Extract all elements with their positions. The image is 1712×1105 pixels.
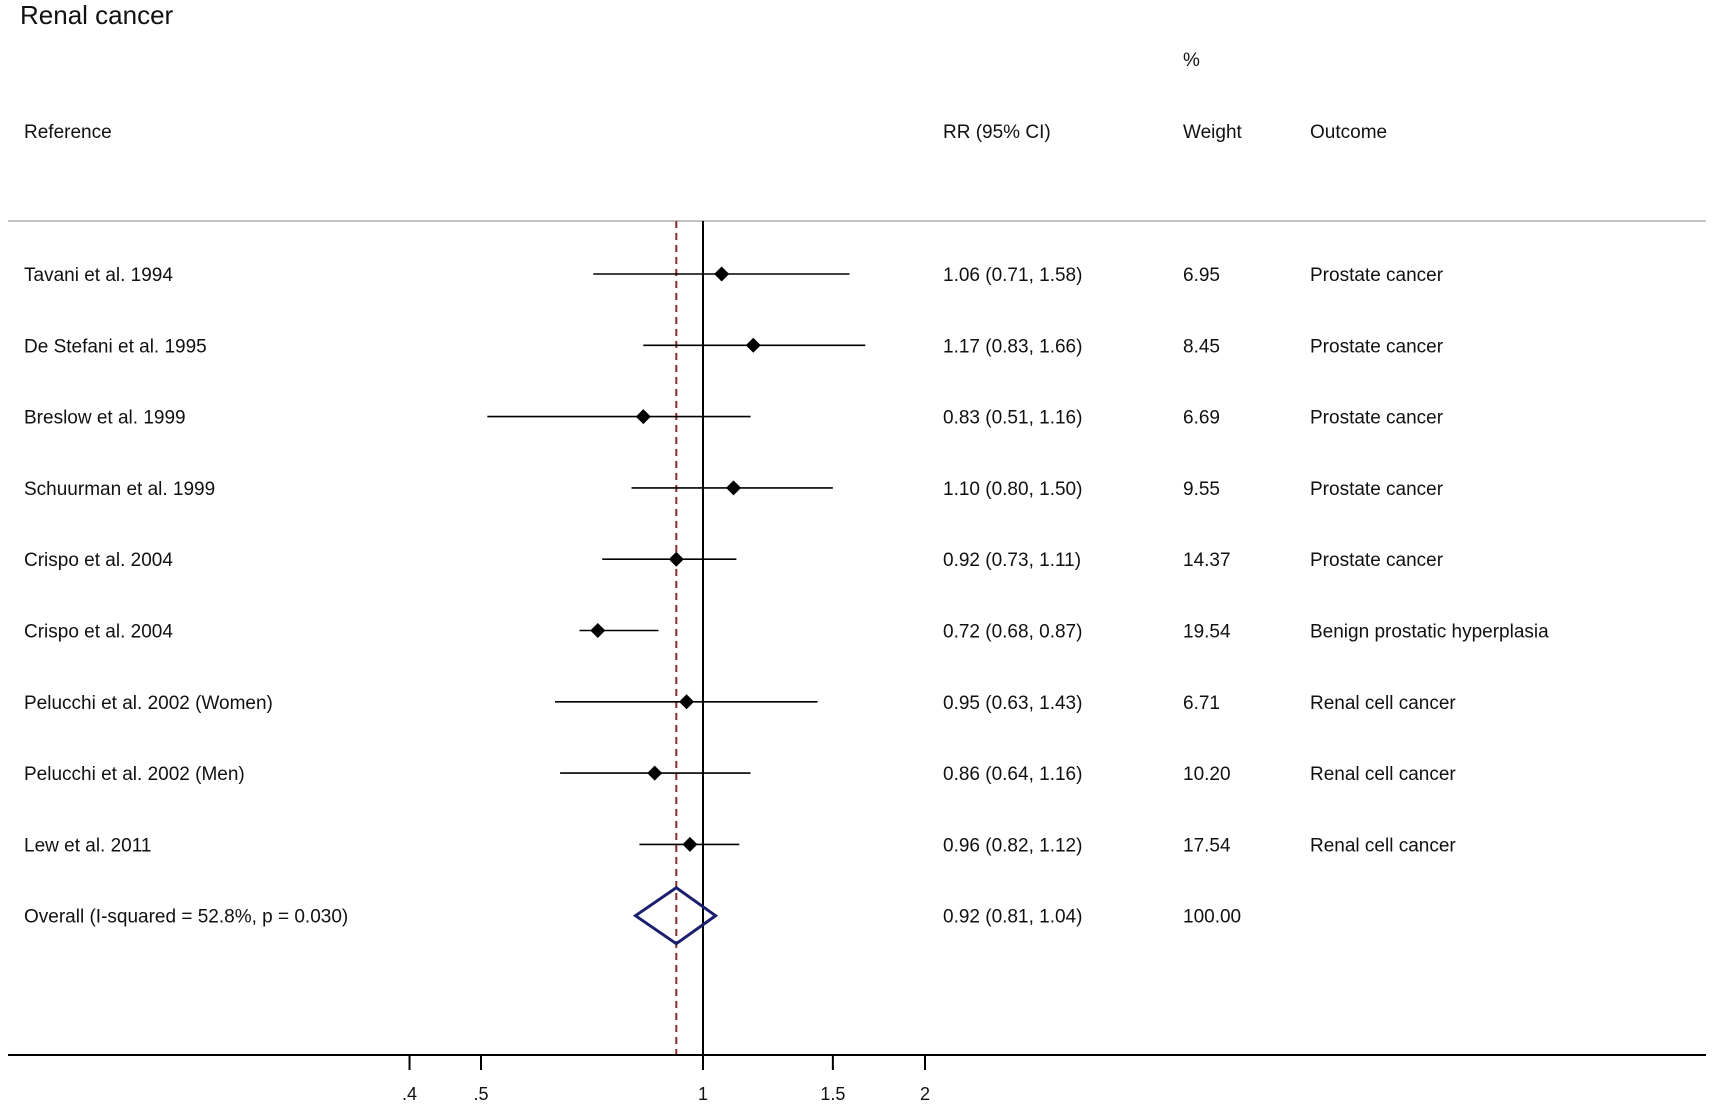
study-outcome-label: Benign prostatic hyperplasia xyxy=(1310,622,1549,643)
study-reference-label: Breslow et al. 1999 xyxy=(24,408,186,429)
study-point-estimate-marker xyxy=(679,694,695,710)
study-point-estimate-marker xyxy=(635,409,651,425)
study-rr-ci-label: 0.92 (0.81, 1.04) xyxy=(943,907,1082,928)
study-outcome-label: Renal cell cancer xyxy=(1310,693,1456,714)
x-axis-tick-label: .5 xyxy=(473,1084,488,1104)
study-point-estimate-marker xyxy=(647,765,663,781)
x-axis-tick-label: 1 xyxy=(698,1084,708,1104)
study-rr-ci-label: 0.72 (0.68, 0.87) xyxy=(943,622,1082,643)
study-outcome-label: Prostate cancer xyxy=(1310,550,1444,571)
study-weight-label: 8.45 xyxy=(1183,336,1220,357)
chart-title: Renal cancer xyxy=(20,0,174,30)
weight-percent-header: % xyxy=(1183,50,1200,71)
study-weight-label: 6.95 xyxy=(1183,265,1220,286)
study-outcome-label: Prostate cancer xyxy=(1310,336,1444,357)
study-point-estimate-marker xyxy=(668,551,684,567)
study-rr-ci-label: 1.10 (0.80, 1.50) xyxy=(943,479,1082,500)
study-reference-label: Pelucchi et al. 2002 (Women) xyxy=(24,693,273,714)
study-weight-label: 14.37 xyxy=(1183,550,1231,571)
study-outcome-label: Prostate cancer xyxy=(1310,479,1444,500)
x-axis-tick-label: 1.5 xyxy=(820,1084,845,1104)
study-rr-ci-label: 0.92 (0.73, 1.11) xyxy=(943,550,1081,571)
outcome-column-header: Outcome xyxy=(1310,122,1387,143)
study-weight-label: 10.20 xyxy=(1183,764,1231,785)
reference-column-header: Reference xyxy=(24,122,112,143)
study-reference-label: Overall (I-squared = 52.8%, p = 0.030) xyxy=(24,907,348,928)
x-axis-tick-label: 2 xyxy=(920,1084,930,1104)
study-rr-ci-label: 0.95 (0.63, 1.43) xyxy=(943,693,1082,714)
weight-column-header: Weight xyxy=(1183,122,1243,143)
study-weight-label: 6.71 xyxy=(1183,693,1220,714)
study-outcome-label: Renal cell cancer xyxy=(1310,835,1456,856)
study-point-estimate-marker xyxy=(682,836,698,852)
study-reference-label: Crispo et al. 2004 xyxy=(24,622,173,643)
study-weight-label: 17.54 xyxy=(1183,835,1231,856)
study-reference-label: Crispo et al. 2004 xyxy=(24,550,173,571)
study-point-estimate-marker xyxy=(714,266,730,282)
study-reference-label: Tavani et al. 1994 xyxy=(24,265,173,286)
study-rr-ci-label: 0.96 (0.82, 1.12) xyxy=(943,835,1082,856)
study-outcome-label: Prostate cancer xyxy=(1310,408,1444,429)
study-rr-ci-label: 1.06 (0.71, 1.58) xyxy=(943,265,1082,286)
study-weight-label: 19.54 xyxy=(1183,622,1231,643)
study-weight-label: 9.55 xyxy=(1183,479,1220,500)
study-rr-ci-label: 0.83 (0.51, 1.16) xyxy=(943,408,1082,429)
study-point-estimate-marker xyxy=(726,480,742,496)
estimate-column-header: RR (95% CI) xyxy=(943,122,1051,143)
study-reference-label: Schuurman et al. 1999 xyxy=(24,479,215,500)
study-point-estimate-marker xyxy=(745,337,761,353)
study-reference-label: De Stefani et al. 1995 xyxy=(24,336,207,357)
study-rr-ci-label: 0.86 (0.64, 1.16) xyxy=(943,764,1082,785)
x-axis-tick-label: .4 xyxy=(402,1084,417,1104)
overall-diamond xyxy=(632,885,719,946)
study-weight-label: 100.00 xyxy=(1183,907,1241,928)
study-reference-label: Pelucchi et al. 2002 (Men) xyxy=(24,764,245,785)
study-outcome-label: Renal cell cancer xyxy=(1310,764,1456,785)
study-rr-ci-label: 1.17 (0.83, 1.66) xyxy=(943,336,1082,357)
study-outcome-label: Prostate cancer xyxy=(1310,265,1444,286)
study-reference-label: Lew et al. 2011 xyxy=(24,835,151,856)
study-point-estimate-marker xyxy=(590,623,606,638)
study-weight-label: 6.69 xyxy=(1183,408,1220,429)
